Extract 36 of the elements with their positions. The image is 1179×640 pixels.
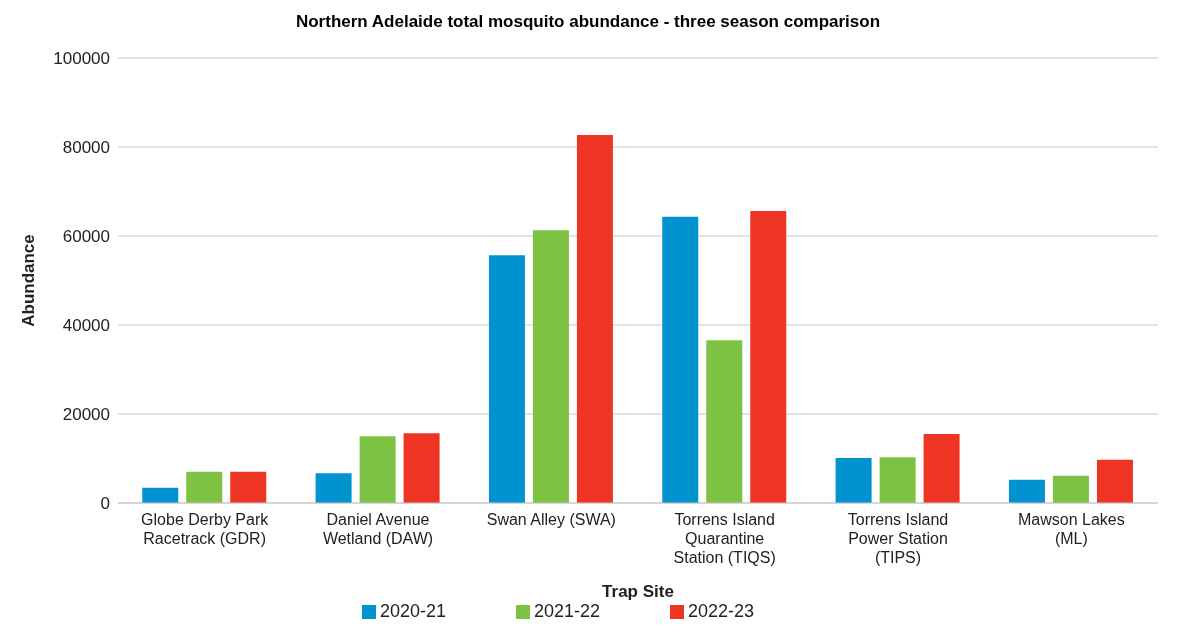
bar <box>662 216 699 503</box>
bar <box>923 434 960 503</box>
bar <box>576 134 613 503</box>
bar <box>1008 479 1045 503</box>
x-tick-label: Globe Derby Park Racetrack (GDR) <box>141 511 270 547</box>
bar <box>706 340 743 503</box>
bar <box>230 471 267 503</box>
bar <box>879 457 916 503</box>
y-tick-label: 20000 <box>62 405 110 425</box>
bar <box>750 211 787 503</box>
x-tick-label: Daniel Avenue Wetland (DAW) <box>322 511 434 547</box>
bar <box>532 230 569 503</box>
bar <box>142 487 179 503</box>
bar <box>1096 459 1133 503</box>
chart-title: Northern Adelaide total mosquito abundance - three season comparison <box>294 11 882 33</box>
bar <box>488 255 525 503</box>
x-tick-label: Torrens Island Power Station (TIPS) <box>847 511 949 566</box>
legend-label: 2022-23 <box>688 601 755 621</box>
bar <box>835 458 872 503</box>
y-tick-label: 0 <box>100 494 110 514</box>
y-tick-label: 100000 <box>53 49 110 69</box>
x-tick-label: Swan Alley (SWA) <box>486 511 616 528</box>
legend-label: 2021-22 <box>533 601 601 621</box>
y-tick-label: 60000 <box>62 227 110 247</box>
legend-label: 2020-21 <box>379 601 446 621</box>
x-axis-title: Trap Site <box>602 582 674 601</box>
y-tick-label: 80000 <box>62 138 110 158</box>
bar <box>359 436 396 503</box>
x-tick-label: Mawson Lakes (ML) <box>1017 511 1125 547</box>
x-tick-label: Torrens Island Quarantine Station (TIQS) <box>673 511 776 566</box>
y-tick-label: 40000 <box>62 316 110 336</box>
bar <box>1052 475 1089 503</box>
y-axis-title: Abundance <box>19 234 39 327</box>
bar <box>403 433 440 503</box>
bar <box>186 471 223 503</box>
bar <box>315 473 352 503</box>
